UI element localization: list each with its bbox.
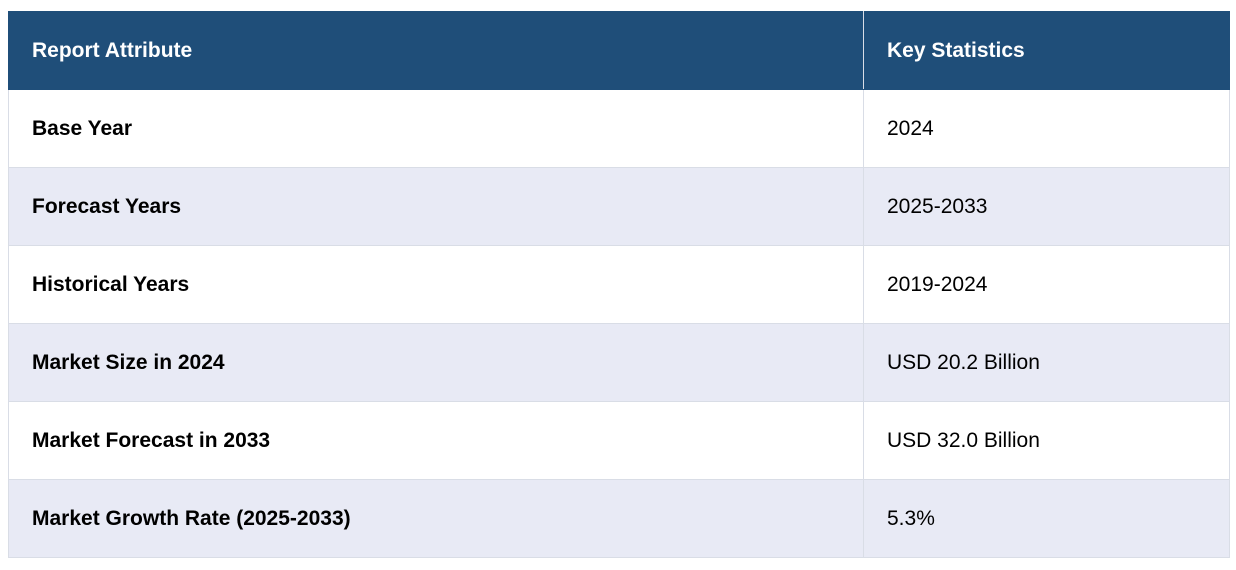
row-value: 2019-2024: [863, 245, 1230, 324]
row-value: USD 20.2 Billion: [863, 323, 1230, 402]
row-attribute: Market Growth Rate (2025-2033): [8, 479, 864, 558]
row-attribute: Base Year: [8, 89, 864, 168]
row-attribute: Market Size in 2024: [8, 323, 864, 402]
table-row: Market Forecast in 2033 USD 32.0 Billion: [8, 401, 1230, 480]
table-row: Market Size in 2024 USD 20.2 Billion: [8, 323, 1230, 402]
report-attributes-table: Report Attribute Key Statistics Base Yea…: [8, 11, 1230, 558]
row-attribute: Forecast Years: [8, 167, 864, 246]
row-attribute: Historical Years: [8, 245, 864, 324]
table-row: Historical Years 2019-2024: [8, 245, 1230, 324]
table-row: Base Year 2024: [8, 89, 1230, 168]
row-value: 2024: [863, 89, 1230, 168]
report-table-container: Report Attribute Key Statistics Base Yea…: [8, 11, 1230, 558]
row-attribute: Market Forecast in 2033: [8, 401, 864, 480]
table-row: Forecast Years 2025-2033: [8, 167, 1230, 246]
header-report-attribute: Report Attribute: [8, 11, 864, 90]
row-value: 2025-2033: [863, 167, 1230, 246]
header-key-statistics: Key Statistics: [863, 11, 1230, 90]
row-value: USD 32.0 Billion: [863, 401, 1230, 480]
row-value: 5.3%: [863, 479, 1230, 558]
table-header-row: Report Attribute Key Statistics: [8, 11, 1230, 90]
table-row: Market Growth Rate (2025-2033) 5.3%: [8, 479, 1230, 558]
